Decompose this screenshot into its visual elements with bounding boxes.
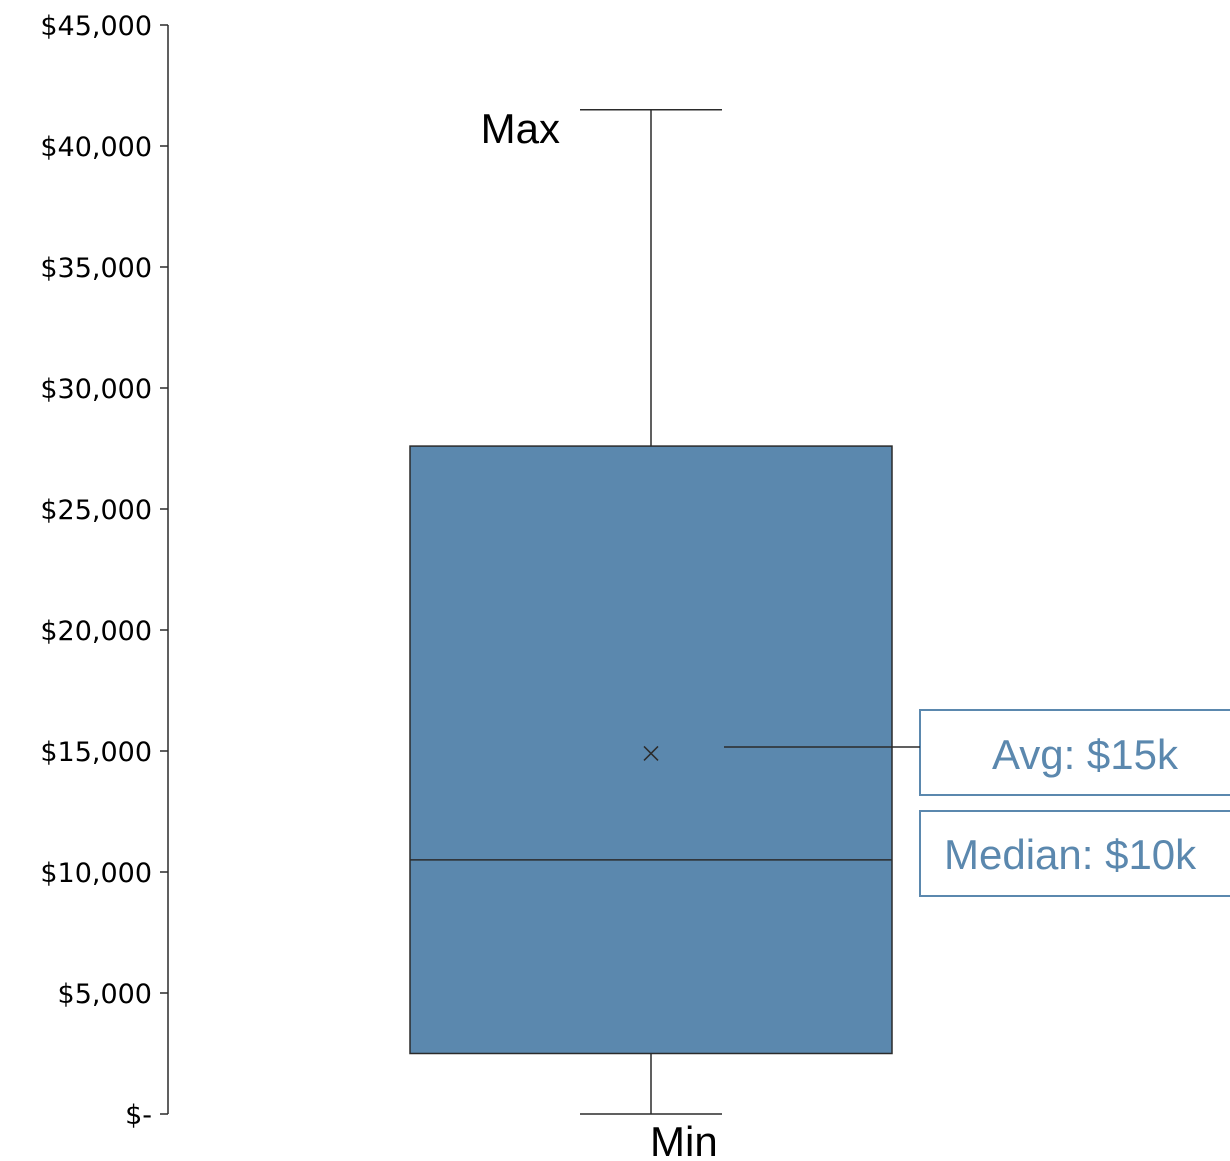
median-callout-text: Median: $10k [944, 831, 1197, 878]
plot-area [409, 108, 893, 1115]
y-tick-label: $25,000 [40, 495, 152, 526]
max-label: Max [481, 105, 560, 152]
y-tick-label: $45,000 [40, 11, 152, 42]
y-tick-label: $35,000 [40, 253, 152, 284]
y-tick-label: $10,000 [40, 858, 152, 889]
avg-callout-box [919, 709, 1230, 796]
avg-callout-text: Avg: $15k [992, 731, 1179, 778]
y-axis: $- $5,000 $10,000 $15,000 $20,000 $25,000 $30,… [40, 11, 169, 1131]
y-tick-label: $30,000 [40, 374, 152, 405]
callouts: Avg: $15k Median: $10k [724, 709, 1230, 897]
y-tick-label: $15,000 [40, 737, 152, 768]
y-tick-label: $- [125, 1100, 152, 1131]
median-callout-box [919, 810, 1230, 897]
min-label: Min [650, 1118, 718, 1161]
iqr-box [409, 445, 893, 1055]
y-tick-label: $40,000 [40, 132, 152, 163]
y-tick-label: $5,000 [58, 979, 152, 1010]
mean-marker-stroke-b [643, 745, 659, 761]
y-tick-label: $20,000 [40, 616, 152, 647]
